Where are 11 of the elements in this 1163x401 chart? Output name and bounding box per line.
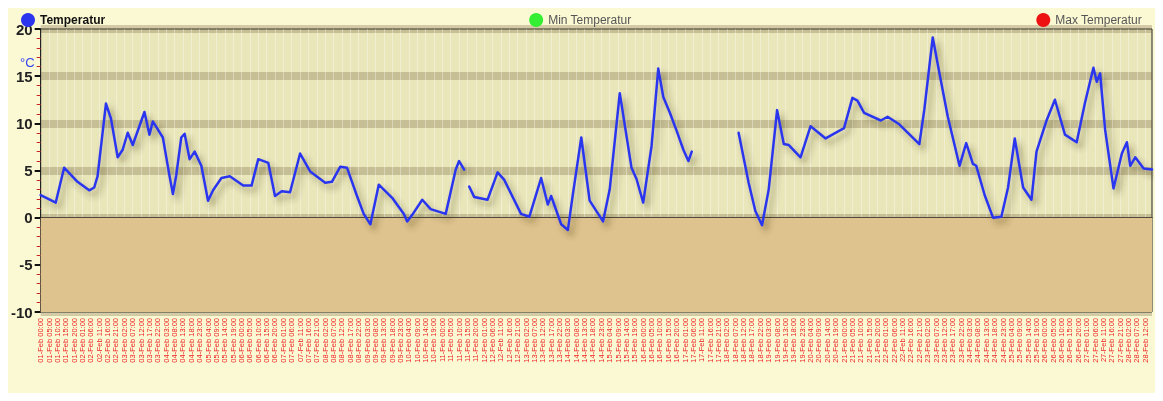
legend-label: Min Temperatur <box>548 13 632 27</box>
y-axis-title: °C <box>20 54 35 70</box>
y-tick-label: 20 <box>15 20 33 38</box>
y-tick-label: -5 <box>19 256 33 274</box>
legend-label: Max Temperatur <box>1055 13 1142 27</box>
y-tick-label: 15 <box>15 67 33 85</box>
y-tick-label: 10 <box>15 114 33 132</box>
y-tick-label: 0 <box>24 209 33 227</box>
legend-label: Temperatur <box>40 13 106 27</box>
y-tick-label: 5 <box>24 162 33 179</box>
y-tick-label: -10 <box>10 303 33 321</box>
